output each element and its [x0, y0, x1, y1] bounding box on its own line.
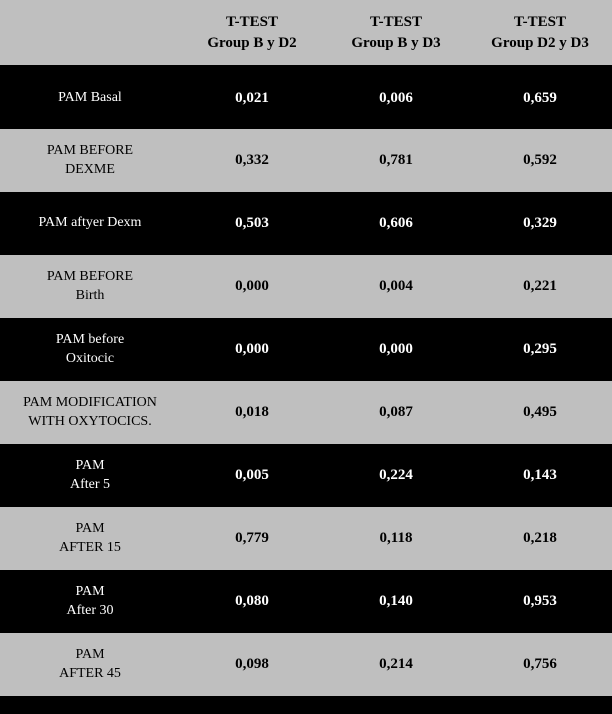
row-label: PAM MODIFICATIONWITH OXYTOCICS.: [0, 381, 180, 444]
table-row: PAM BEFOREDEXME0,3320,7810,592: [0, 129, 612, 192]
row-value: 0,221: [468, 255, 612, 318]
row-value: 0,098: [180, 633, 324, 696]
header-blank: [0, 0, 180, 66]
header-col-1-line2: Group B y D2: [184, 33, 320, 53]
row-value: 0,000: [180, 255, 324, 318]
row-label-line: PAM BEFORE: [6, 268, 174, 286]
header-col-3: T-TEST Group D2 y D3: [468, 0, 612, 66]
row-label-line: WITH OXYTOCICS.: [6, 413, 174, 431]
row-label: PAMAFTER 45: [0, 633, 180, 696]
row-label-line: PAM: [6, 457, 174, 475]
row-label-line: After 5: [6, 476, 174, 494]
header-col-3-line1: T-TEST: [472, 12, 608, 32]
row-value: 0,021: [180, 66, 324, 129]
header-col-2-line1: T-TEST: [328, 12, 464, 32]
header-col-2: T-TEST Group B y D3: [324, 0, 468, 66]
row-label: PAM BEFOREBirth: [0, 255, 180, 318]
row-value: 0,000: [324, 318, 468, 381]
table-row: PAM BEFOREBirth0,0000,0040,221: [0, 255, 612, 318]
row-label-line: PAM aftyer Dexm: [6, 214, 174, 232]
row-value: 0,756: [468, 633, 612, 696]
row-label-line: PAM: [6, 583, 174, 601]
row-value: 0,006: [324, 66, 468, 129]
table-row: PAMAFTER 150,7790,1180,218: [0, 507, 612, 570]
table-row: PAMAfter 50,0050,2240,143: [0, 444, 612, 507]
header-col-3-line2: Group D2 y D3: [472, 33, 608, 53]
row-value: 0,659: [468, 66, 612, 129]
table-row: PAM MODIFICATIONWITH OXYTOCICS.0,0180,08…: [0, 381, 612, 444]
row-label: PAMAfter 30: [0, 570, 180, 633]
row-label: PAMAFTER 15: [0, 507, 180, 570]
row-label: PAM beforeOxitocic: [0, 318, 180, 381]
row-label-line: PAM BEFORE: [6, 142, 174, 160]
row-value: 0,214: [324, 633, 468, 696]
ttest-table: T-TEST Group B y D2 T-TEST Group B y D3 …: [0, 0, 612, 696]
table-header-row: T-TEST Group B y D2 T-TEST Group B y D3 …: [0, 0, 612, 66]
row-label-line: PAM MODIFICATION: [6, 394, 174, 412]
row-value: 0,140: [324, 570, 468, 633]
table-row: PAMAFTER 450,0980,2140,756: [0, 633, 612, 696]
row-label-line: Oxitocic: [6, 350, 174, 368]
header-col-1: T-TEST Group B y D2: [180, 0, 324, 66]
row-value: 0,779: [180, 507, 324, 570]
row-label-line: AFTER 15: [6, 539, 174, 557]
header-col-2-line2: Group B y D3: [328, 33, 464, 53]
row-value: 0,592: [468, 129, 612, 192]
row-label-line: PAM: [6, 520, 174, 538]
row-value: 0,495: [468, 381, 612, 444]
row-value: 0,087: [324, 381, 468, 444]
row-value: 0,218: [468, 507, 612, 570]
table-row: PAM Basal 0,0210,0060,659: [0, 66, 612, 129]
row-label: PAM aftyer Dexm: [0, 192, 180, 255]
row-value: 0,953: [468, 570, 612, 633]
row-value: 0,018: [180, 381, 324, 444]
row-value: 0,329: [468, 192, 612, 255]
table-row: PAMAfter 300,0800,1400,953: [0, 570, 612, 633]
row-label-line: After 30: [6, 602, 174, 620]
table-body: PAM Basal0,0210,0060,659PAM BEFOREDEXME0…: [0, 66, 612, 696]
row-label-line: DEXME: [6, 161, 174, 179]
row-value: 0,000: [180, 318, 324, 381]
table-row: PAM beforeOxitocic0,0000,0000,295: [0, 318, 612, 381]
row-value: 0,118: [324, 507, 468, 570]
row-value: 0,080: [180, 570, 324, 633]
header-col-1-line1: T-TEST: [184, 12, 320, 32]
row-label-line: AFTER 45: [6, 665, 174, 683]
row-value: 0,295: [468, 318, 612, 381]
row-value: 0,606: [324, 192, 468, 255]
row-value: 0,005: [180, 444, 324, 507]
row-label-line: PAM: [6, 646, 174, 664]
row-label-line: Birth: [6, 287, 174, 305]
table-row: PAM aftyer Dexm 0,5030,6060,329: [0, 192, 612, 255]
row-label: PAM BEFOREDEXME: [0, 129, 180, 192]
row-value: 0,781: [324, 129, 468, 192]
row-value: 0,143: [468, 444, 612, 507]
row-value: 0,004: [324, 255, 468, 318]
row-label-line: PAM before: [6, 331, 174, 349]
row-value: 0,503: [180, 192, 324, 255]
row-value: 0,332: [180, 129, 324, 192]
row-label: PAMAfter 5: [0, 444, 180, 507]
row-label-line: PAM Basal: [6, 89, 174, 107]
row-label: PAM Basal: [0, 66, 180, 129]
row-value: 0,224: [324, 444, 468, 507]
